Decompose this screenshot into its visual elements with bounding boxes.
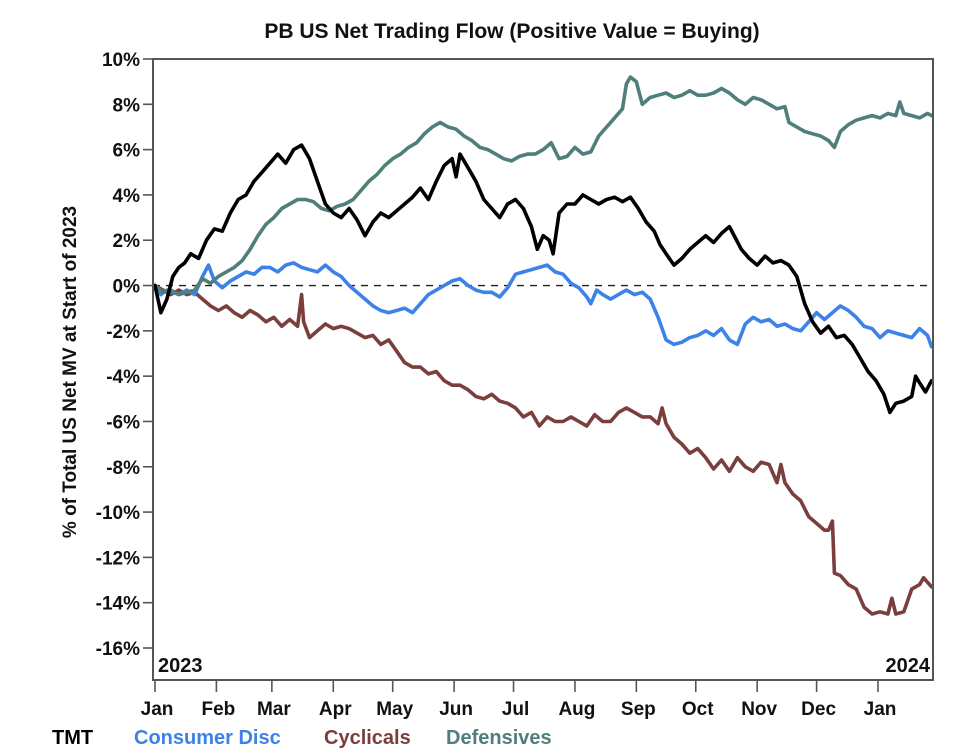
x-tick-label: Apr — [319, 699, 352, 720]
year-label-start: 2023 — [158, 655, 203, 677]
legend-item-consumer-disc: Consumer Disc — [134, 727, 281, 749]
y-tick-label: 6% — [113, 141, 141, 162]
x-tick-label: Jan — [864, 699, 897, 720]
x-tick-label: Dec — [801, 699, 836, 720]
legend-item-cyclicals: Cyclicals — [324, 727, 411, 749]
y-tick-label: -12% — [96, 548, 140, 569]
legend-item-tmt: TMT — [52, 727, 93, 749]
y-tick-label: 2% — [113, 231, 141, 252]
x-tick-label: Aug — [558, 699, 595, 720]
y-tick-label: -4% — [106, 367, 140, 388]
y-tick-label: 10% — [102, 50, 140, 71]
y-tick-label: 0% — [113, 277, 141, 298]
series-line-tmt — [153, 143, 934, 415]
x-tick-label: Oct — [682, 699, 714, 720]
series-line-defensives — [153, 75, 934, 297]
x-tick-label: Sep — [621, 699, 656, 720]
series-line-cyclicals — [153, 283, 934, 616]
year-label-end: 2024 — [886, 655, 931, 677]
y-tick-label: -14% — [96, 594, 140, 615]
x-tick-label: Jan — [141, 699, 174, 720]
y-tick-label: -10% — [96, 503, 140, 524]
y-tick-label: 8% — [113, 95, 141, 116]
x-tick-label: Nov — [741, 699, 777, 720]
x-axis-ticks: Jan Feb Mar Apr May Jun Jul Aug Sep Oct Nov Dec Jan — [141, 680, 897, 720]
x-tick-label: Jun — [439, 699, 473, 720]
x-tick-label: May — [376, 699, 413, 720]
plot-frame — [152, 58, 934, 681]
series-line-consumer-disc — [153, 261, 934, 349]
y-tick-label: -6% — [106, 412, 140, 433]
y-tick-label: -8% — [106, 458, 140, 479]
y-axis-label: % of Total US Net MV at Start of 2023 — [60, 206, 81, 538]
y-tick-label: 4% — [113, 186, 141, 207]
legend: TMT Consumer Disc Cyclicals Defensives — [52, 727, 552, 749]
x-tick-label: Jul — [502, 699, 529, 720]
y-tick-label: -2% — [106, 322, 140, 343]
x-tick-label: Feb — [202, 699, 236, 720]
y-tick-label: -16% — [96, 639, 140, 660]
series-lines — [153, 75, 934, 616]
legend-item-defensives: Defensives — [446, 727, 552, 749]
x-tick-label: Mar — [257, 699, 291, 720]
y-axis-ticks: 10% 8% 6% 4% 2% 0% -2% -4% -6% -8% -10% -12% -14% -16… — [96, 50, 153, 660]
chart-title: PB US Net Trading Flow (Positive Value =… — [264, 20, 759, 43]
